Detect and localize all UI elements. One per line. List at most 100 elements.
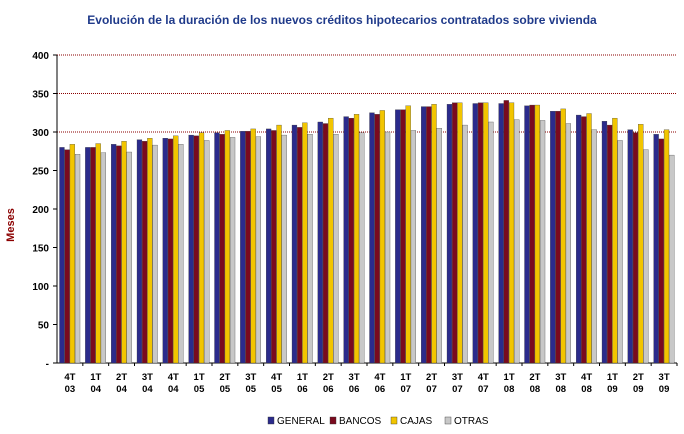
x-tick-label: 04 [168, 384, 179, 395]
bar-otras [565, 123, 572, 364]
bar-otras [229, 137, 236, 364]
bar-cajas [431, 104, 437, 364]
x-tick-label: 07 [452, 384, 463, 395]
x-tick-label: 1T [607, 372, 618, 383]
bar-general [395, 109, 401, 364]
bar-bancos [90, 147, 96, 364]
bar-general [214, 132, 220, 364]
bar-general [653, 134, 659, 364]
bar-otras [100, 152, 106, 364]
bar-bancos [245, 131, 251, 364]
bar-cajas [663, 129, 670, 364]
y-tick-label: 250 [32, 167, 49, 178]
bar-bancos [348, 117, 354, 364]
x-tick-label: 4T [374, 372, 385, 383]
bar-cajas [457, 102, 463, 364]
x-tick-label: 1T [297, 372, 308, 383]
bar-bancos [142, 141, 148, 364]
bar-general [601, 121, 608, 364]
bar-otras [436, 127, 442, 364]
bar-general [291, 124, 298, 364]
bar-cajas [353, 114, 360, 364]
legend-swatch [329, 416, 337, 425]
bar-cajas [302, 122, 308, 364]
bar-otras [359, 132, 365, 364]
bar-bancos [297, 127, 303, 364]
x-tick-label: 05 [194, 384, 205, 395]
bar-general [524, 105, 530, 364]
bar-otras [74, 154, 81, 364]
bar-cajas [560, 108, 566, 364]
x-tick-label: 1T [194, 372, 205, 383]
x-tick-label: 08 [530, 384, 541, 395]
x-tick-label: 07 [426, 384, 437, 395]
bar-cajas [69, 144, 75, 364]
bar-bancos [452, 102, 458, 364]
legend-item-bancos: BANCOS [329, 416, 382, 427]
bar-general [446, 104, 453, 364]
bar-general [627, 129, 633, 364]
bar-bancos [374, 114, 380, 364]
x-tick-label: 2T [323, 372, 334, 383]
bar-general [421, 106, 427, 364]
bar-general [240, 131, 246, 364]
x-tick-label: 2T [116, 372, 127, 383]
bar-cajas [586, 113, 592, 364]
bar-otras [669, 154, 675, 364]
bar-otras [617, 140, 623, 364]
legend-swatch [267, 416, 275, 425]
bar-cajas [224, 130, 230, 364]
bar-bancos [607, 124, 613, 364]
bar-otras [178, 144, 184, 364]
bar-bancos [477, 102, 484, 364]
bar-general [576, 114, 582, 364]
x-tick-label: 04 [142, 384, 153, 395]
bar-general [317, 121, 323, 364]
y-axis-label: Meses [5, 208, 17, 242]
bar-cajas [379, 110, 385, 364]
bar-cajas [147, 138, 153, 364]
bar-otras [281, 134, 287, 364]
x-tick-label: 4T [581, 372, 592, 383]
chart-title: Evolución de la duración de los nuevos c… [87, 13, 597, 27]
bar-general [266, 128, 272, 364]
bar-cajas [534, 104, 540, 364]
x-tick-label: 4T [271, 372, 282, 383]
y-tick-label: - [46, 359, 49, 370]
bar-bancos [322, 123, 329, 364]
x-tick-label: 04 [90, 384, 101, 395]
x-tick-label: 09 [659, 384, 670, 395]
x-tick-label: 4T [168, 372, 179, 383]
x-tick-label: 09 [633, 384, 644, 395]
bar-general [85, 147, 91, 364]
x-tick-label: 4T [478, 372, 489, 383]
x-tick-label: 06 [349, 384, 360, 395]
bar-general [550, 111, 556, 364]
bar-cajas [121, 141, 127, 364]
bar-bancos [400, 109, 406, 364]
x-tick-label: 08 [504, 384, 515, 395]
legend-label: BANCOS [339, 416, 382, 427]
gridlines [57, 54, 677, 133]
x-tick-label: 08 [555, 384, 566, 395]
x-tick-label: 07 [400, 384, 411, 395]
x-tick-label: 4T [64, 372, 75, 383]
bar-bancos [219, 134, 225, 364]
x-tick-label: 2T [529, 372, 540, 383]
bar-general [59, 147, 65, 364]
bar-general [343, 116, 349, 364]
bar-bancos [529, 104, 535, 364]
x-tick-label: 2T [426, 372, 437, 383]
bar-otras [539, 120, 546, 364]
bar-bancos [581, 116, 587, 364]
axes [53, 54, 678, 366]
bar-otras [204, 140, 210, 364]
bar-cajas [638, 124, 644, 364]
legend-item-cajas: CAJAS [390, 416, 433, 427]
legend-label: GENERAL [277, 416, 325, 427]
bar-cajas [198, 132, 205, 364]
x-tick-label: 06 [297, 384, 308, 395]
y-tick-label: 400 [32, 51, 49, 62]
bar-general [369, 112, 375, 364]
